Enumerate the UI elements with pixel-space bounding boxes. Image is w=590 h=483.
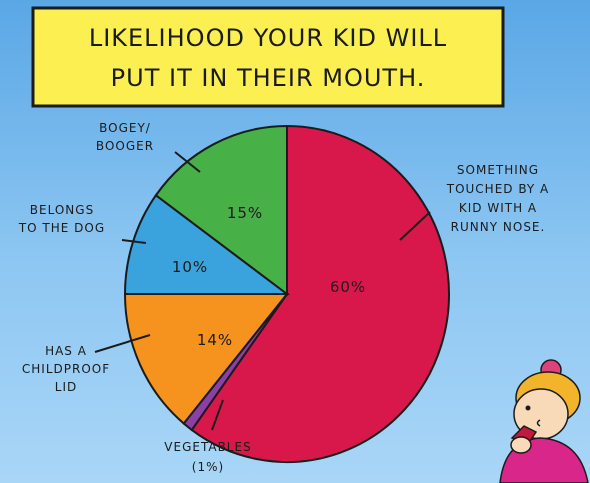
leader-line-runny-nose: [399, 211, 431, 241]
slice-childproof: [123, 293, 290, 425]
chart-title-line-2: PUT IT IN THEIR MOUTH.: [111, 64, 426, 92]
hand-icon: [510, 436, 532, 454]
ear-icon: [536, 419, 541, 427]
leader-line-booger: [174, 151, 201, 173]
slice-value-label-60: 60%: [330, 278, 366, 296]
title-box-frame: [31, 6, 505, 108]
slice-value-label-15: 15%: [227, 204, 263, 222]
label-vegetables-line-2: (1%): [192, 460, 224, 474]
label-dog-line-2: TO THE DOG: [18, 221, 105, 235]
slice-booger: [154, 124, 288, 297]
label-childproof-line-1: HAS A: [45, 344, 87, 358]
slice-runny-nose: [190, 124, 450, 463]
chart-title-line-1: LIKELIHOOD YOUR KID WILL: [89, 24, 447, 52]
pie-slices: [123, 124, 450, 463]
label-runny-nose-line-1: SOMETHING: [457, 163, 539, 177]
slice-value-label-14: 14%: [197, 331, 233, 349]
category-labels: BOGEY/ BOOGER BELONGS TO THE DOG HAS A C…: [18, 121, 550, 474]
label-booger-line-2: BOOGER: [96, 139, 154, 153]
leader-line-childproof: [94, 334, 151, 353]
label-runny-nose-line-4: RUNNY NOSE.: [451, 220, 546, 234]
label-childproof-line-3: LID: [55, 380, 77, 394]
title-box: LIKELIHOOD YOUR KID WILL PUT IT IN THEIR…: [31, 6, 505, 108]
kid-illustration: [499, 359, 589, 483]
label-booger-line-1: BOGEY/: [99, 121, 151, 135]
eye-icon: [525, 405, 531, 411]
label-vegetables-line-1: VEGETABLES: [164, 440, 251, 454]
leader-line-vegetables: [211, 399, 224, 431]
leader-lines: [94, 151, 431, 431]
label-childproof-line-2: CHILDPROOF: [22, 362, 110, 376]
label-dog-line-1: BELONGS: [30, 203, 94, 217]
label-runny-nose-line-2: TOUCHED BY A: [446, 182, 550, 196]
leader-line-dog: [121, 239, 147, 244]
label-runny-nose-line-3: KID WITH A: [459, 201, 537, 215]
slice-value-label-10: 10%: [172, 258, 208, 276]
